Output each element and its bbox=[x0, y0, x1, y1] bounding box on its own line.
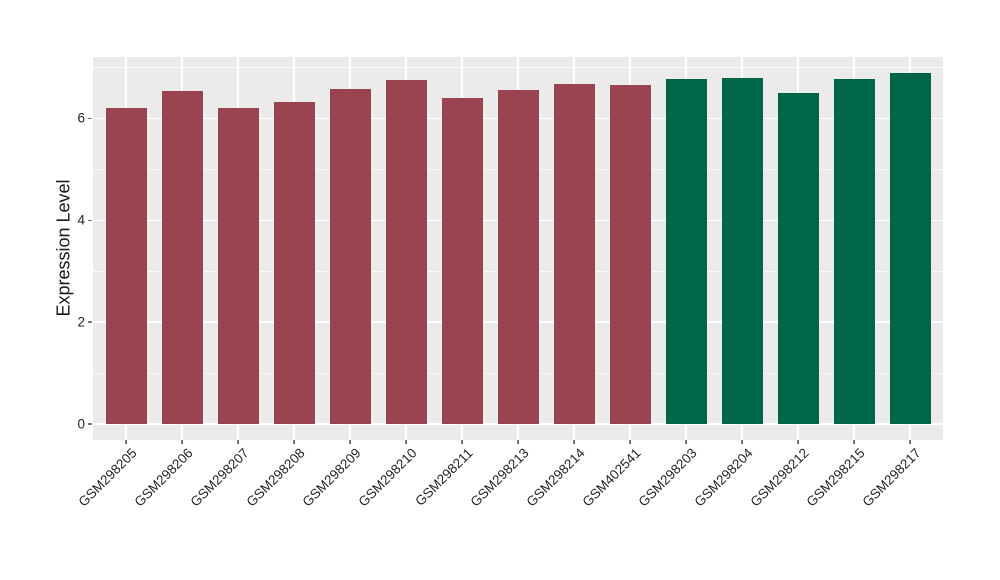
bar bbox=[329, 89, 371, 424]
y-tick-label: 6 bbox=[77, 110, 85, 126]
x-tick-mark bbox=[797, 440, 799, 444]
y-tick-mark bbox=[88, 117, 92, 120]
x-tick-label: GSM298214 bbox=[523, 445, 588, 510]
bar bbox=[665, 79, 707, 424]
x-tick-mark bbox=[125, 440, 127, 444]
x-tick-label: GSM298205 bbox=[75, 445, 140, 510]
y-tick-mark bbox=[88, 321, 92, 323]
x-tick-mark bbox=[237, 440, 239, 444]
x-tick-label: GSM298208 bbox=[243, 445, 308, 510]
bar bbox=[833, 79, 875, 424]
y-axis-title: Expression Level bbox=[53, 179, 74, 317]
bar bbox=[273, 101, 315, 424]
y-tick-mark bbox=[88, 423, 92, 425]
bar bbox=[497, 89, 539, 424]
bar bbox=[889, 73, 931, 424]
bar bbox=[777, 93, 819, 424]
x-tick-mark bbox=[629, 440, 631, 444]
x-tick-mark bbox=[909, 440, 911, 444]
bar bbox=[609, 84, 651, 424]
y-tick-label: 4 bbox=[77, 212, 85, 228]
bar bbox=[217, 107, 259, 424]
x-tick-label: GSM298217 bbox=[859, 445, 924, 510]
x-tick-label: GSM402541 bbox=[579, 445, 644, 510]
y-tick-mark bbox=[88, 219, 92, 222]
x-tick-label: GSM298209 bbox=[299, 445, 364, 510]
bar bbox=[105, 107, 147, 424]
x-tick-mark bbox=[685, 440, 687, 444]
x-tick-label: GSM298212 bbox=[747, 445, 812, 510]
bar bbox=[553, 83, 595, 424]
x-tick-label: GSM298211 bbox=[412, 445, 476, 509]
x-tick-mark bbox=[517, 440, 519, 444]
x-tick-label: GSM298203 bbox=[635, 445, 700, 510]
bar bbox=[721, 78, 763, 424]
x-tick-label: GSM298207 bbox=[187, 445, 252, 510]
x-tick-mark bbox=[573, 440, 575, 444]
bar bbox=[161, 90, 203, 424]
x-tick-label: GSM298213 bbox=[467, 445, 532, 510]
x-tick-mark bbox=[405, 440, 407, 444]
x-tick-label: GSM298215 bbox=[803, 445, 868, 510]
x-tick-mark bbox=[461, 440, 463, 444]
x-tick-mark bbox=[741, 440, 743, 444]
x-tick-label: GSM298206 bbox=[131, 445, 196, 510]
bar bbox=[385, 80, 427, 424]
y-tick-label: 0 bbox=[77, 416, 85, 432]
x-tick-mark bbox=[349, 440, 351, 444]
x-tick-mark bbox=[181, 440, 183, 444]
x-tick-mark bbox=[853, 440, 855, 444]
y-tick-label: 2 bbox=[77, 314, 85, 330]
x-tick-mark bbox=[293, 440, 295, 444]
bar bbox=[441, 97, 483, 424]
x-tick-label: GSM298210 bbox=[355, 445, 420, 510]
chart-panel bbox=[93, 57, 943, 440]
x-tick-label: GSM298204 bbox=[691, 445, 756, 510]
